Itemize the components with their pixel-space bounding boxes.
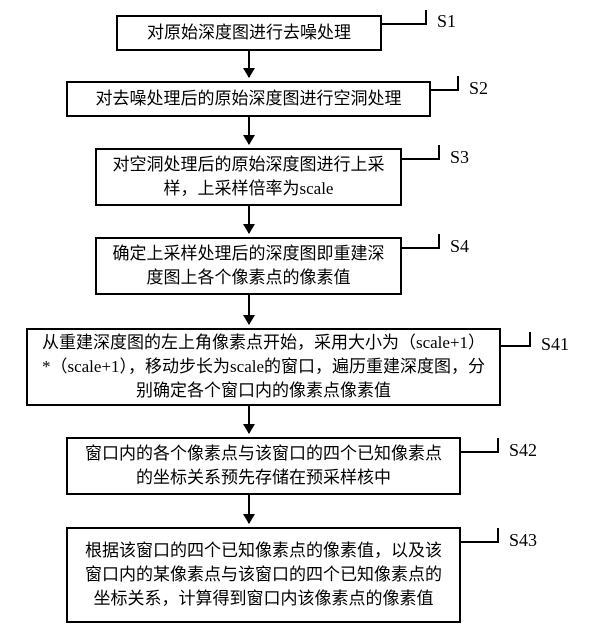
step-s2: 对去噪处理后的原始深度图进行空洞处理 [66,81,431,117]
connector-s42 [461,451,499,464]
arrow-s4-s41 [248,295,250,324]
flowchart-container: 对原始深度图进行去噪处理 S1 对去噪处理后的原始深度图进行空洞处理 S2 对空… [0,0,609,631]
step-s41-text: 从重建深度图的左上角像素点开始，采用大小为（scale+1）*（scale+1）… [38,331,489,402]
arrow-s41-s42 [248,406,250,433]
label-s42: S42 [509,440,537,461]
connector-s3b [438,145,440,160]
arrow-s42-s43 [248,495,250,523]
step-s1: 对原始深度图进行去噪处理 [116,15,382,51]
step-s41: 从重建深度图的左上角像素点开始，采用大小为（scale+1）*（scale+1）… [26,328,501,406]
connector-s42b [497,438,499,453]
connector-s1 [382,23,427,36]
step-s4: 确定上采样处理后的深度图即重建深度图上各个像素点的像素值 [95,237,402,295]
label-s2: S2 [469,78,488,99]
label-s43: S43 [509,530,537,551]
label-s4: S4 [450,236,469,257]
label-s41: S41 [541,334,569,355]
step-s42: 窗口内的各个像素点与该窗口的四个已知像素点的坐标关系预先存储在预采样核中 [66,437,461,495]
step-s42-text: 窗口内的各个像素点与该窗口的四个已知像素点的坐标关系预先存储在预采样核中 [78,442,449,490]
step-s4-text: 确定上采样处理后的深度图即重建深度图上各个像素点的像素值 [107,242,390,290]
step-s3-text: 对空洞处理后的原始深度图进行上采样，上采样倍率为scale [107,153,390,201]
arrow-s2-s3 [248,117,250,144]
arrow-s3-s4 [248,206,250,233]
connector-s2 [431,89,459,102]
connector-s41b [529,332,531,347]
connector-s43 [461,541,499,554]
connector-s4 [402,247,440,260]
step-s3: 对空洞处理后的原始深度图进行上采样，上采样倍率为scale [95,148,402,206]
connector-s41 [501,345,531,358]
label-s3: S3 [450,147,469,168]
step-s1-text: 对原始深度图进行去噪处理 [147,21,351,45]
connector-s3 [402,158,440,171]
step-s43: 根据该窗口的四个已知像素点的像素值，以及该窗口内的某像素点与该窗口的四个已知像素… [66,527,461,623]
arrow-s1-s2 [248,51,250,77]
connector-s4b [438,234,440,249]
connector-s43b [497,528,499,543]
connector-s1b [425,10,427,25]
connector-s2b [457,76,459,91]
step-s43-text: 根据该窗口的四个已知像素点的像素值，以及该窗口内的某像素点与该窗口的四个已知像素… [78,539,449,610]
step-s2-text: 对去噪处理后的原始深度图进行空洞处理 [96,87,402,111]
label-s1: S1 [437,11,456,32]
